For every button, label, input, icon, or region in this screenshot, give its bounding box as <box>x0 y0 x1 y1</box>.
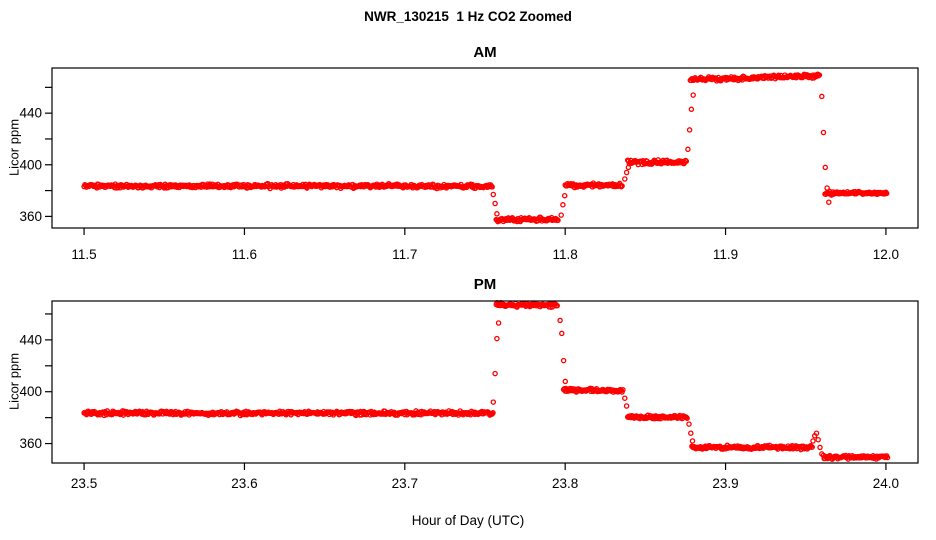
x-tick-label: 11.6 <box>232 247 257 262</box>
x-axis-label: Hour of Day (UTC) <box>411 513 525 528</box>
am-plot-box <box>51 67 919 229</box>
x-tick-label: 24.0 <box>873 476 899 491</box>
pm-x-axis: 23.5 23.6 23.7 23.8 23.9 24.0 <box>71 463 899 491</box>
x-tick-label: 11.5 <box>71 247 96 262</box>
am-y-axis: 360 400 440 <box>19 86 52 224</box>
pm-panel-title: PM <box>473 276 497 293</box>
y-tick-label: 360 <box>19 209 42 224</box>
x-tick-label: 23.7 <box>392 476 418 491</box>
y-tick-label: 440 <box>19 332 42 347</box>
pm-plot-box <box>51 300 919 464</box>
x-tick-label: 23.8 <box>552 476 578 491</box>
am-panel-title: AM <box>473 44 497 61</box>
x-tick-label: 23.6 <box>231 476 257 491</box>
x-tick-label: 11.8 <box>553 247 578 262</box>
y-tick-label: 400 <box>19 157 42 172</box>
am-data-points <box>81 71 890 225</box>
x-tick-label: 12.0 <box>873 247 899 262</box>
x-tick-label: 11.7 <box>392 247 417 262</box>
figure-title: NWR_130215 1 Hz CO2 Zoomed <box>364 9 572 24</box>
pm-data-points <box>81 300 891 462</box>
y-tick-label: 440 <box>19 106 42 121</box>
pm-y-axis: 360 400 440 <box>19 313 52 451</box>
am-x-axis: 11.5 11.6 11.7 11.8 11.9 12.0 <box>71 228 899 262</box>
y-tick-label: 360 <box>19 436 42 451</box>
pm-panel: 23.5 23.6 23.7 23.8 23.9 24.0 360 400 440 <box>19 300 919 491</box>
x-tick-label: 11.9 <box>713 247 738 262</box>
x-tick-label: 23.5 <box>71 476 97 491</box>
x-tick-label: 23.9 <box>712 476 738 491</box>
y-tick-label: 400 <box>19 384 42 399</box>
am-panel: 11.5 11.6 11.7 11.8 11.9 12.0 360 400 440 <box>19 67 919 262</box>
